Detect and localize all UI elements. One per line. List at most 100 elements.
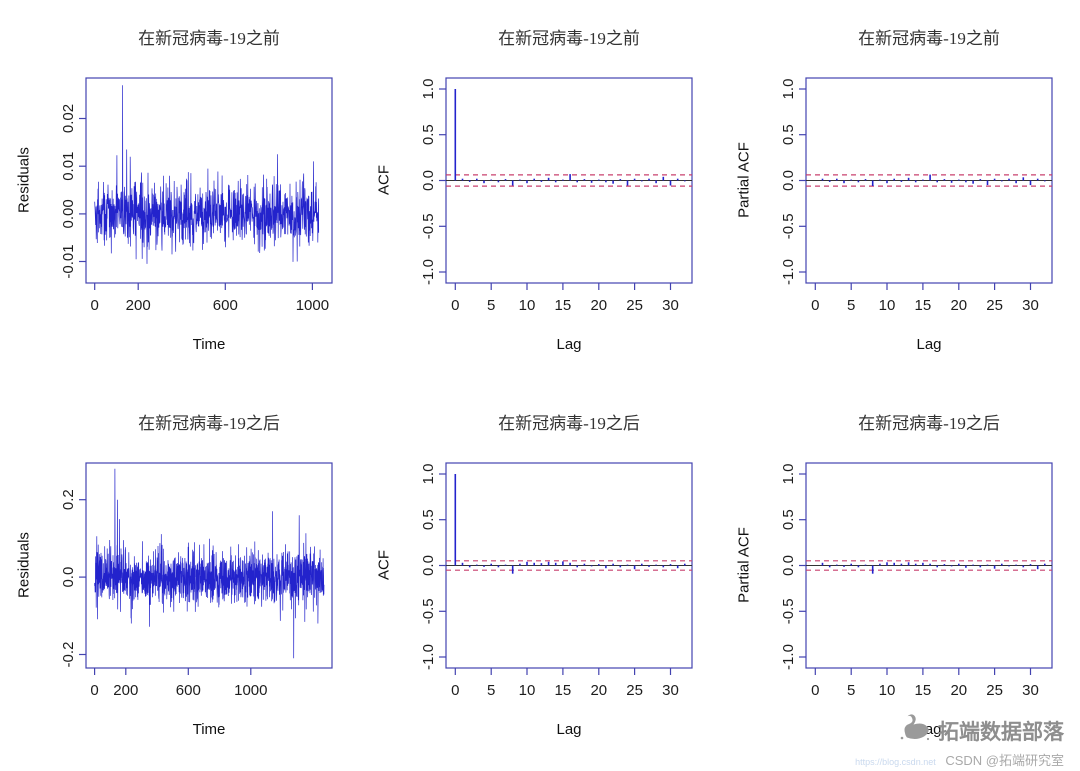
swan-logo-icon bbox=[898, 714, 932, 747]
svg-text:0.00: 0.00 bbox=[60, 199, 77, 228]
residuals-before-canvas: 0 200 600 1000 -0.01 0.00 0.01 0.02 bbox=[0, 0, 360, 385]
acf-before-canvas: 0 5 10 15 20 25 30 -1.0 -0.5 0.0 0.5 1.0 bbox=[360, 0, 720, 385]
svg-text:0.5: 0.5 bbox=[780, 124, 797, 145]
svg-text:30: 30 bbox=[662, 297, 679, 314]
plot-residuals-after: 0 200 600 1000 -0.2 0.0 0.2 在新冠病毒-19之后 Residua… bbox=[0, 385, 360, 770]
svg-text:600: 600 bbox=[213, 297, 238, 314]
svg-text:20: 20 bbox=[950, 682, 967, 699]
svg-text:200: 200 bbox=[126, 297, 151, 314]
svg-text:10: 10 bbox=[879, 682, 896, 699]
svg-text:5: 5 bbox=[487, 682, 495, 699]
svg-text:-1.0: -1.0 bbox=[420, 644, 437, 670]
chart-svg: 0 5 10 15 20 25 30 -1.0 -0.5 0.0 0.5 1.0 bbox=[780, 462, 1053, 699]
svg-text:0.0: 0.0 bbox=[60, 567, 77, 588]
svg-text:25: 25 bbox=[986, 297, 1003, 314]
svg-text:25: 25 bbox=[626, 682, 643, 699]
chart-svg: 0 200 600 1000 -0.01 0.00 0.01 0.02 bbox=[60, 77, 333, 314]
svg-text:30: 30 bbox=[662, 682, 679, 699]
chart-svg: 0 5 10 15 20 25 30 -1.0 -0.5 0.0 0.5 1.0 bbox=[780, 77, 1053, 314]
svg-text:0.01: 0.01 bbox=[60, 152, 77, 181]
svg-text:10: 10 bbox=[519, 682, 536, 699]
svg-text:-1.0: -1.0 bbox=[420, 259, 437, 285]
svg-text:1.0: 1.0 bbox=[420, 79, 437, 100]
svg-text:0: 0 bbox=[451, 682, 459, 699]
svg-text:25: 25 bbox=[986, 682, 1003, 699]
svg-text:200: 200 bbox=[113, 682, 138, 699]
svg-text:1000: 1000 bbox=[296, 297, 329, 314]
watermark-csdn-line: https://blog.csdn.net CSDN @拓端研究室 bbox=[855, 750, 1064, 769]
svg-text:10: 10 bbox=[879, 297, 896, 314]
svg-text:15: 15 bbox=[915, 682, 932, 699]
chart-svg: 0 5 10 15 20 25 30 -1.0 -0.5 0.0 0.5 1.0 bbox=[420, 462, 693, 699]
svg-text:1000: 1000 bbox=[234, 682, 267, 699]
x-axis-label: Lag bbox=[556, 336, 582, 353]
svg-text:0.0: 0.0 bbox=[780, 170, 797, 191]
svg-text:1.0: 1.0 bbox=[780, 464, 797, 485]
svg-text:15: 15 bbox=[915, 297, 932, 314]
plot-residuals-before: 0 200 600 1000 -0.01 0.00 0.01 0.02 在新冠病毒-19之前 … bbox=[0, 0, 360, 385]
svg-text:0: 0 bbox=[91, 297, 99, 314]
y-axis-label: Partial ACF bbox=[735, 527, 753, 603]
svg-text:30: 30 bbox=[1022, 297, 1039, 314]
svg-text:0.02: 0.02 bbox=[60, 104, 77, 133]
svg-text:1.0: 1.0 bbox=[780, 79, 797, 100]
svg-text:5: 5 bbox=[847, 297, 855, 314]
watermark-csdn-text: CSDN @拓端研究室 bbox=[945, 753, 1064, 768]
svg-text:5: 5 bbox=[847, 682, 855, 699]
y-axis-label: Residuals bbox=[15, 532, 33, 598]
chart-svg: 0 5 10 15 20 25 30 -1.0 -0.5 0.0 0.5 1.0 bbox=[420, 77, 693, 314]
svg-text:1.0: 1.0 bbox=[420, 464, 437, 485]
svg-text:25: 25 bbox=[626, 297, 643, 314]
x-axis-label: Lag bbox=[916, 336, 942, 353]
svg-text:0.2: 0.2 bbox=[60, 489, 77, 510]
plot-pacf-after: 0 5 10 15 20 25 30 -1.0 -0.5 0.0 0.5 1.0 在新冠病毒-19之后… bbox=[720, 385, 1080, 770]
svg-text:0.0: 0.0 bbox=[780, 555, 797, 576]
chart-svg: 0 200 600 1000 -0.2 0.0 0.2 bbox=[60, 462, 333, 699]
svg-text:0.0: 0.0 bbox=[420, 170, 437, 191]
y-axis-label: ACF bbox=[375, 165, 393, 195]
svg-text:0: 0 bbox=[451, 297, 459, 314]
svg-text:10: 10 bbox=[519, 297, 536, 314]
plot-pacf-before: 0 5 10 15 20 25 30 -1.0 -0.5 0.0 0.5 1.0 在新冠病毒-19之前… bbox=[720, 0, 1080, 385]
pacf-after-canvas: 0 5 10 15 20 25 30 -1.0 -0.5 0.0 0.5 1.0 bbox=[720, 385, 1080, 770]
svg-text:20: 20 bbox=[590, 297, 607, 314]
svg-text:-0.5: -0.5 bbox=[780, 598, 797, 624]
svg-text:30: 30 bbox=[1022, 682, 1039, 699]
plot-acf-before: 0 5 10 15 20 25 30 -1.0 -0.5 0.0 0.5 1.0 在新冠病毒-19之前… bbox=[360, 0, 720, 385]
x-axis-label: Time bbox=[192, 721, 226, 738]
svg-text:15: 15 bbox=[555, 297, 572, 314]
svg-text:-0.5: -0.5 bbox=[420, 213, 437, 239]
y-axis-label: Residuals bbox=[15, 147, 33, 213]
plot-title: 在新冠病毒-19之后 bbox=[858, 414, 1000, 433]
plot-title: 在新冠病毒-19之后 bbox=[138, 414, 280, 433]
svg-text:600: 600 bbox=[176, 682, 201, 699]
svg-text:0.5: 0.5 bbox=[420, 509, 437, 530]
acf-after-canvas: 0 5 10 15 20 25 30 -1.0 -0.5 0.0 0.5 1.0 bbox=[360, 385, 720, 770]
svg-text:0.0: 0.0 bbox=[420, 555, 437, 576]
y-axis-label: Partial ACF bbox=[735, 142, 753, 218]
plot-title: 在新冠病毒-19之前 bbox=[138, 29, 280, 48]
y-axis-label: ACF bbox=[375, 550, 393, 580]
svg-text:-0.5: -0.5 bbox=[780, 213, 797, 239]
svg-text:0.5: 0.5 bbox=[780, 509, 797, 530]
x-axis-label: Time bbox=[192, 336, 226, 353]
svg-text:-0.01: -0.01 bbox=[60, 244, 77, 278]
watermark-brand: 拓端数据部落 bbox=[855, 714, 1064, 747]
plot-title: 在新冠病毒-19之后 bbox=[498, 414, 640, 433]
watermark-brand-text: 拓端数据部落 bbox=[938, 719, 1064, 744]
svg-text:15: 15 bbox=[555, 682, 572, 699]
svg-text:20: 20 bbox=[950, 297, 967, 314]
x-axis-label: Lag bbox=[556, 721, 582, 738]
residuals-after-canvas: 0 200 600 1000 -0.2 0.0 0.2 bbox=[0, 385, 360, 770]
plot-acf-after: 0 5 10 15 20 25 30 -1.0 -0.5 0.0 0.5 1.0 在新冠病毒-19之后… bbox=[360, 385, 720, 770]
svg-text:0: 0 bbox=[90, 682, 98, 699]
plot-title: 在新冠病毒-19之前 bbox=[858, 29, 1000, 48]
svg-text:0: 0 bbox=[811, 297, 819, 314]
plot-title: 在新冠病毒-19之前 bbox=[498, 29, 640, 48]
svg-text:0: 0 bbox=[811, 682, 819, 699]
svg-text:0.5: 0.5 bbox=[420, 124, 437, 145]
watermark-url-text: https://blog.csdn.net bbox=[855, 757, 936, 767]
svg-text:5: 5 bbox=[487, 297, 495, 314]
